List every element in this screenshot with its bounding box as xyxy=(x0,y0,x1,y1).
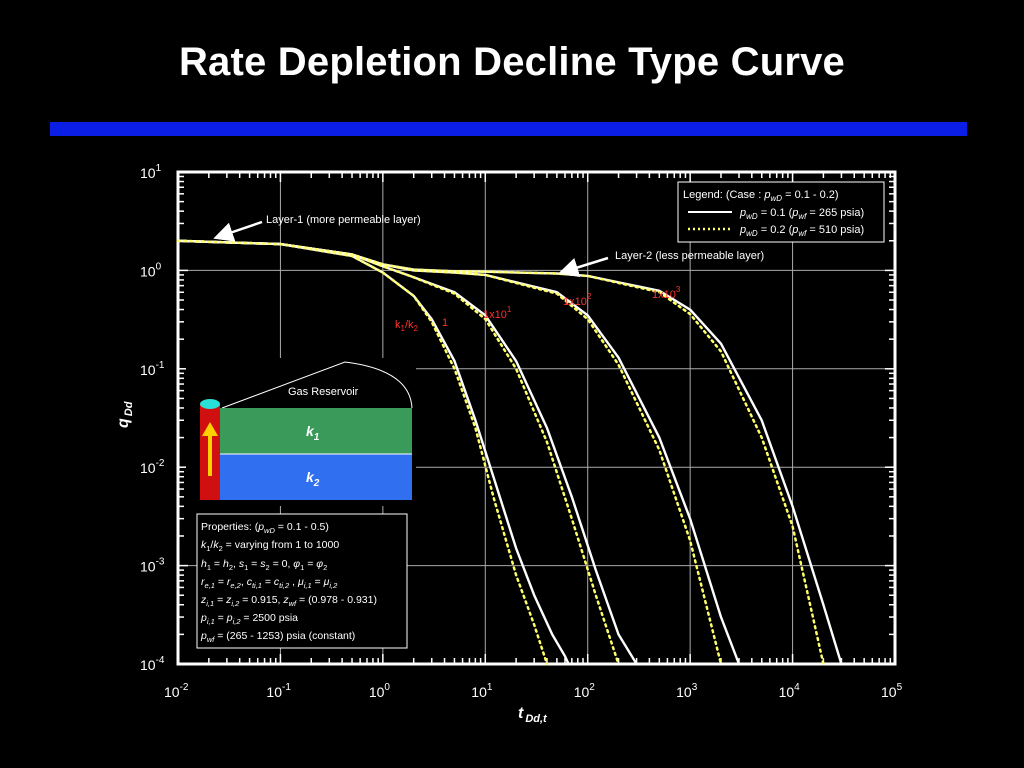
legend-entry-pwd02: pwD = 0.2 (pwf = 510 psia) xyxy=(739,224,864,238)
property-line-3: re,1 = re,2, cti,1 = cti,2 , μi,1 = μi,2 xyxy=(201,576,338,590)
reservoir-title: Gas Reservoir xyxy=(288,386,359,398)
ratio-label-1000: 1x103 xyxy=(652,285,681,301)
y-tick-label: 100 xyxy=(140,261,162,279)
ratio-header-label: k1/k2 xyxy=(395,319,419,333)
title-underline-bar xyxy=(50,122,967,136)
slide-title: Rate Depletion Decline Type Curve xyxy=(178,40,846,84)
legend-header: Legend: (Case : pwD = 0.1 - 0.2) xyxy=(683,189,839,203)
ratio-label-1: 1 xyxy=(442,317,448,329)
layer1-label: Layer-1 (more permeable layer) xyxy=(266,214,421,226)
x-tick-label: 103 xyxy=(676,682,698,700)
property-line-6: pwf = (265 - 1253) psia (constant) xyxy=(200,630,355,644)
y-axis-title: qDd xyxy=(115,401,135,428)
x-tick-labels: 10-2 10-1 100 101 102 103 104 105 xyxy=(164,682,903,700)
property-line-5: pi,1 = pi,2 = 2500 psia xyxy=(200,612,298,626)
y-tick-labels: 101 100 10-1 10-2 10-3 10-4 xyxy=(140,163,165,673)
ratio-label-10: 1x101 xyxy=(483,305,512,321)
y-tick-label: 10-1 xyxy=(140,360,165,378)
k1-layer xyxy=(218,408,412,454)
legend: Legend: (Case : pwD = 0.1 - 0.2) pwD = 0… xyxy=(677,181,885,243)
well-top xyxy=(200,399,220,409)
x-tick-label: 10-2 xyxy=(164,682,189,700)
x-tick-label: 100 xyxy=(369,682,391,700)
y-tick-label: 10-3 xyxy=(140,557,165,575)
reservoir-diagram: Gas Reservoir k1 k2 xyxy=(186,358,416,506)
legend-entry-pwd01: pwD = 0.1 (pwf = 265 psia) xyxy=(739,207,864,221)
layer2-label: Layer-2 (less permeable layer) xyxy=(615,250,764,262)
ratio-labels: k1/k2 1 1x101 1x102 1x103 xyxy=(395,285,681,333)
x-tick-label: 10-1 xyxy=(266,682,291,700)
property-line-0: Properties: (pwD = 0.1 - 0.5) xyxy=(201,521,329,535)
ratio-label-100: 1x102 xyxy=(563,292,592,308)
x-tick-label: 105 xyxy=(881,682,903,700)
layer1-arrow xyxy=(213,220,263,242)
plot-frame xyxy=(176,170,897,666)
properties-box: Properties: (pwD = 0.1 - 0.5) k1/k2 = va… xyxy=(196,513,408,649)
x-axis-title: t Dd,t xyxy=(518,705,548,725)
layer2-arrow xyxy=(558,256,609,278)
x-tick-label: 101 xyxy=(471,682,493,700)
flow-arrow-head xyxy=(202,422,218,436)
curve-series xyxy=(176,239,843,666)
property-line-2: h1 = h2, s1 = s2 = 0, φ1 = φ2 xyxy=(201,558,327,572)
x-tick-label: 102 xyxy=(574,682,596,700)
reservoir-outline xyxy=(221,361,413,409)
y-tick-label: 10-2 xyxy=(140,458,165,476)
y-tick-label: 10-4 xyxy=(140,655,165,673)
property-line-1: k1/k2 = varying from 1 to 1000 xyxy=(201,539,339,553)
k2-layer xyxy=(218,454,412,500)
x-tick-label: 104 xyxy=(779,682,801,700)
property-line-4: zi,1 = zi,2 = 0.915, zwf = (0.978 - 0.93… xyxy=(200,594,377,608)
y-tick-label: 101 xyxy=(140,163,162,181)
curve-k1k2-7-pwd02 xyxy=(176,239,825,666)
axis-ticks xyxy=(177,172,895,665)
